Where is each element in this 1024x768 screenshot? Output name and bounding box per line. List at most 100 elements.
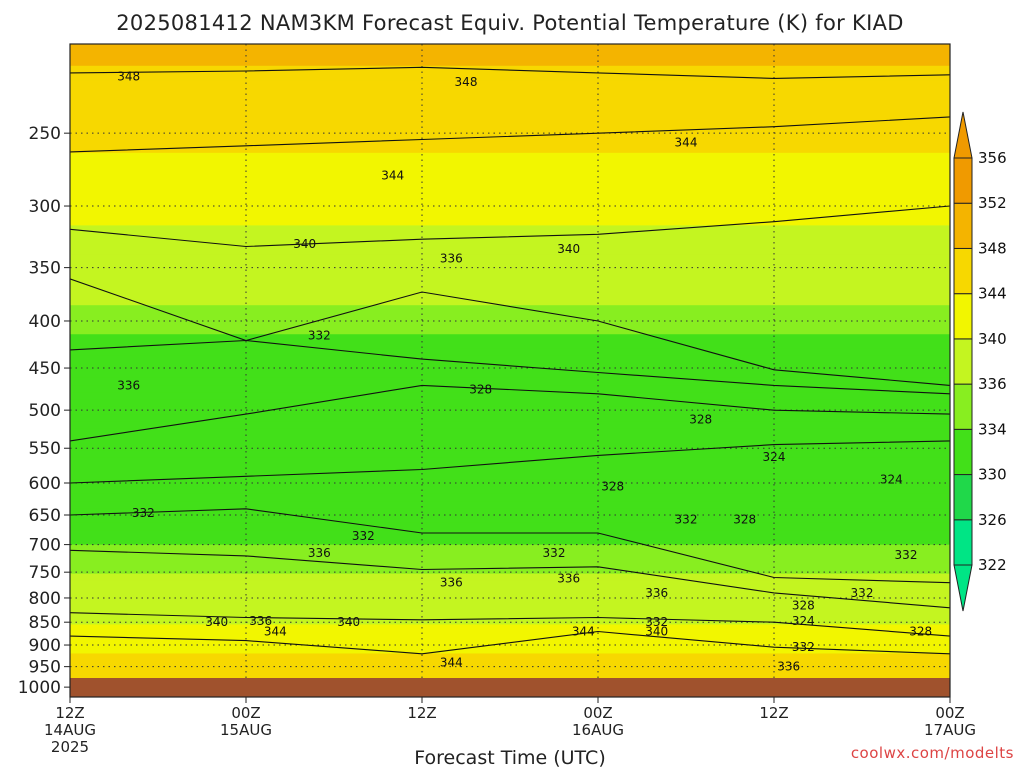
contour-label: 332: [645, 615, 668, 629]
colorbar-swatch: [953, 383, 973, 430]
shading-band: [70, 493, 950, 502]
y-tick-label: 400: [29, 312, 61, 332]
colorbar-tick-label: 322: [978, 556, 1007, 574]
shading-band: [70, 239, 950, 248]
y-tick-label: 600: [29, 474, 61, 494]
shading-band: [70, 559, 950, 567]
shading-band: [70, 334, 950, 343]
contour-label: 340: [645, 624, 668, 638]
contour-line: [70, 205, 950, 248]
shading-band: [70, 515, 950, 524]
contour-label: 344: [675, 136, 698, 150]
colorbar-tick-label: 344: [978, 285, 1007, 303]
shading-band: [70, 203, 950, 212]
shading-band: [70, 326, 950, 335]
contour-line: [70, 116, 950, 153]
shading-band: [70, 624, 950, 633]
chart-title: 2025081412 NAM3KM Forecast Equiv. Potent…: [116, 11, 903, 35]
shading-band: [70, 152, 950, 161]
shading-band: [70, 196, 950, 205]
contour-label: 344: [381, 169, 404, 183]
shading-band: [70, 341, 950, 350]
contour-line: [70, 440, 950, 484]
y-tick-label: 650: [29, 506, 61, 526]
contour-label: 348: [117, 70, 140, 84]
x-tick-label: 17AUG: [924, 721, 976, 739]
shading-band: [70, 254, 950, 263]
colorbar-swatch: [953, 293, 973, 340]
shading-band: [70, 355, 950, 364]
shading-band: [70, 472, 950, 480]
y-tick-label: 300: [29, 197, 61, 217]
colorbar-tick-label: 348: [978, 239, 1007, 257]
contour-line: [70, 549, 950, 609]
shading-band: [70, 392, 950, 401]
colorbar-swatch: [953, 428, 973, 476]
shading-band: [70, 189, 950, 197]
shading-band: [70, 609, 950, 618]
x-tick-label: 2025: [51, 738, 89, 756]
x-tick-label: 15AUG: [220, 721, 272, 739]
contour-line: [70, 508, 950, 584]
contour-label: 324: [792, 614, 815, 628]
y-tick-label: 750: [29, 563, 61, 583]
shading-band: [70, 450, 950, 459]
shading-band: [70, 109, 950, 118]
contour-label: 332: [895, 548, 918, 562]
shading-band: [70, 370, 950, 379]
colorbar-swatch: [953, 519, 973, 566]
y-tick-label: 550: [29, 439, 61, 459]
shading-band: [70, 305, 950, 314]
shading-band: [70, 116, 950, 125]
contour-label: 332: [352, 529, 375, 543]
shading-band: [70, 58, 950, 67]
terrain-below-surface: [70, 678, 950, 697]
contour-label: 332: [792, 640, 815, 654]
shading-band: [70, 501, 950, 509]
contour-line: [70, 339, 950, 395]
shading-band: [70, 102, 950, 110]
shading-band: [70, 667, 950, 676]
shading-band: [70, 73, 950, 81]
contour-line: [70, 630, 950, 655]
colorbar-swatch: [953, 247, 973, 295]
shading-band: [70, 312, 950, 321]
shading-band: [70, 486, 950, 495]
contour-label: 340: [557, 242, 580, 256]
shading-band: [70, 530, 950, 538]
x-tick-label: 12Z: [759, 704, 788, 722]
colorbar-swatch: [953, 338, 973, 385]
contour-line: [70, 278, 950, 386]
shading-band: [70, 428, 950, 437]
shading-band: [70, 160, 950, 168]
contour-label: 332: [851, 586, 874, 600]
shading-band: [70, 123, 950, 132]
y-tick-label: 700: [29, 536, 61, 556]
colorbar-tick-label: 340: [978, 330, 1007, 348]
shading-band: [70, 653, 950, 662]
shading-band: [70, 138, 950, 147]
contour-label: 340: [337, 615, 360, 629]
contour-label: 348: [455, 75, 478, 89]
contour-label: 336: [117, 378, 140, 392]
shading-band: [70, 145, 950, 154]
shading-band: [70, 537, 950, 546]
x-tick-label: 00Z: [231, 704, 260, 722]
plot-frame: [69, 43, 951, 698]
y-tick-label: 850: [29, 613, 61, 633]
colorbar-tick-label: 330: [978, 466, 1007, 484]
contour-label: 328: [792, 598, 815, 612]
credit-text[interactable]: coolwx.com/modelts: [851, 744, 1014, 762]
shading-band: [70, 131, 950, 139]
shading-band: [70, 617, 950, 626]
shading-band: [70, 385, 950, 393]
shading-band: [70, 167, 950, 176]
y-tick-label: 800: [29, 589, 61, 609]
contour-label: 328: [689, 413, 712, 427]
shading-band: [70, 268, 950, 277]
contour-label: 336: [777, 660, 800, 674]
shading-band: [70, 247, 950, 256]
x-tick-label: 14AUG: [44, 721, 96, 739]
